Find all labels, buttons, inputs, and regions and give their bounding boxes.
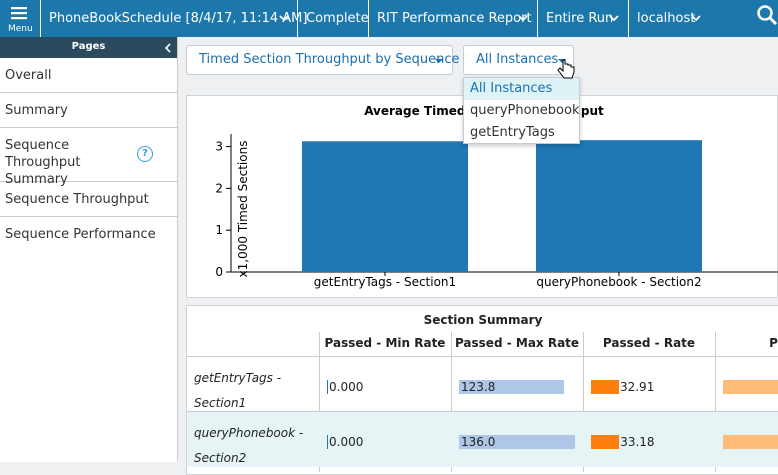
instance-select[interactable]: All Instances — [463, 45, 574, 75]
view-select[interactable]: Timed Section Throughput by Sequence — [186, 45, 459, 75]
column-divider — [451, 332, 452, 472]
table-row — [187, 356, 778, 412]
cell-value: 32.91 — [619, 380, 655, 394]
column-header: Passed - Rate — [602, 336, 696, 350]
chevron — [609, 15, 619, 22]
nav-item[interactable]: RIT Performance Report — [368, 0, 537, 37]
column-header: Pas — [769, 336, 778, 350]
page-link-text: Sequence Throughput — [5, 192, 149, 207]
table-title: Section Summary — [423, 313, 543, 327]
table-row — [187, 411, 778, 467]
cell-value: 123.8 — [461, 380, 496, 394]
cell-bar — [327, 380, 328, 394]
page-link-text: Summary — [5, 103, 68, 118]
nav-item[interactable]: Entire Run — [537, 0, 628, 37]
row-label: queryPhonebook - Section2 — [194, 426, 304, 465]
y-tick-label: 3 — [215, 140, 223, 154]
chevron — [518, 15, 528, 22]
nav-item-text: Entire Run — [546, 11, 614, 26]
cell-bar — [327, 435, 328, 449]
page-link-text: Overall — [5, 68, 52, 83]
page-link-text: Sequence Throughput Summary — [5, 138, 81, 187]
bar — [536, 140, 702, 272]
chevron-line — [518, 15, 528, 22]
column-header: Passed - Min Rate — [324, 336, 446, 350]
nav-item-text: Complete — [306, 11, 369, 26]
instance-select-text: All Instances — [476, 52, 559, 67]
cell-value: 33.18 — [620, 435, 655, 449]
menu-option[interactable]: getEntryTags — [470, 125, 555, 140]
nav-item-text: localhost — [637, 11, 696, 26]
help-icon: ? — [137, 146, 153, 162]
chart-panel: Average Timed Section Throughputx1,000 T… — [186, 95, 778, 298]
caret — [435, 59, 443, 63]
cell-bar — [459, 380, 565, 394]
column-header: Passed - Max Rate — [454, 336, 580, 350]
bar — [302, 141, 468, 272]
cell-bar — [459, 435, 575, 449]
sidebar-header: Pages — [0, 37, 177, 58]
view-select-text: Timed Section Throughput by Sequence — [199, 52, 460, 67]
cell-bar — [591, 380, 619, 394]
menu-icon — [11, 7, 27, 20]
cursor — [557, 59, 575, 79]
page-link[interactable]: Sequence Performance — [0, 217, 177, 252]
chevron — [279, 15, 289, 22]
cell-value: 0.000 — [329, 435, 364, 449]
search-icon[interactable] — [755, 4, 778, 26]
column-divider — [715, 332, 716, 472]
top-bar: Menu PhoneBookSchedule [8/4/17, 11:14 AM… — [0, 0, 778, 37]
sidebar-title: Pages — [71, 41, 106, 52]
chevron — [691, 15, 701, 22]
nav-item-text: PhoneBookSchedule [8/4/17, 11:14 AM] — [49, 11, 308, 26]
x-tick-label: queryPhonebook - Section2 — [536, 275, 701, 289]
page-link-text: Sequence Performance — [5, 227, 156, 242]
page-link[interactable]: Summary — [0, 93, 177, 128]
cell-value: 136.0 — [461, 435, 496, 449]
cell-bar — [723, 435, 778, 449]
nav-item[interactable]: Complete — [297, 0, 369, 37]
menu-option[interactable]: All Instances — [464, 78, 579, 100]
y-tick-label: 0 — [215, 265, 223, 279]
cell-value: 0.000 — [329, 380, 364, 394]
column-divider — [319, 332, 320, 472]
nav-item-text: RIT Performance Report — [377, 11, 532, 26]
page-link[interactable]: Overall — [0, 58, 177, 93]
page-link[interactable]: Sequence Throughput Summary? — [0, 128, 177, 187]
collapse-icon[interactable] — [164, 43, 172, 53]
nav-item[interactable]: localhost — [628, 0, 710, 37]
table-panel: Section Summary Passed - Min Rate Passed -… — [186, 305, 778, 475]
y-tick-label: 2 — [215, 181, 223, 195]
chart: Average Timed Section Throughputx1,000 T… — [215, 104, 778, 289]
column-divider — [583, 332, 584, 472]
instance-menu: All Instances queryPhonebook getEntryTags — [463, 77, 580, 144]
menu-button[interactable]: Menu — [0, 0, 38, 37]
nav-item[interactable]: PhoneBookSchedule [8/4/17, 11:14 AM] — [40, 0, 307, 37]
sidebar: Pages Overall Summary Sequence Throughput … — [0, 37, 178, 462]
y-tick-label: 1 — [215, 223, 223, 237]
page-link[interactable]: Sequence Throughput — [0, 182, 177, 217]
y-axis-label: x1,000 Timed Sections — [236, 141, 250, 278]
menu-option[interactable]: queryPhonebook — [470, 103, 580, 118]
chevron-line — [691, 15, 701, 22]
menu-label: Menu — [8, 24, 33, 34]
x-tick-label: getEntryTags - Section1 — [314, 275, 456, 289]
cell-bar — [591, 435, 620, 449]
chevron-line — [279, 15, 289, 22]
chevron-line — [609, 15, 619, 22]
cell-bar — [723, 380, 778, 394]
row-label: getEntryTags - Section1 — [194, 371, 282, 410]
